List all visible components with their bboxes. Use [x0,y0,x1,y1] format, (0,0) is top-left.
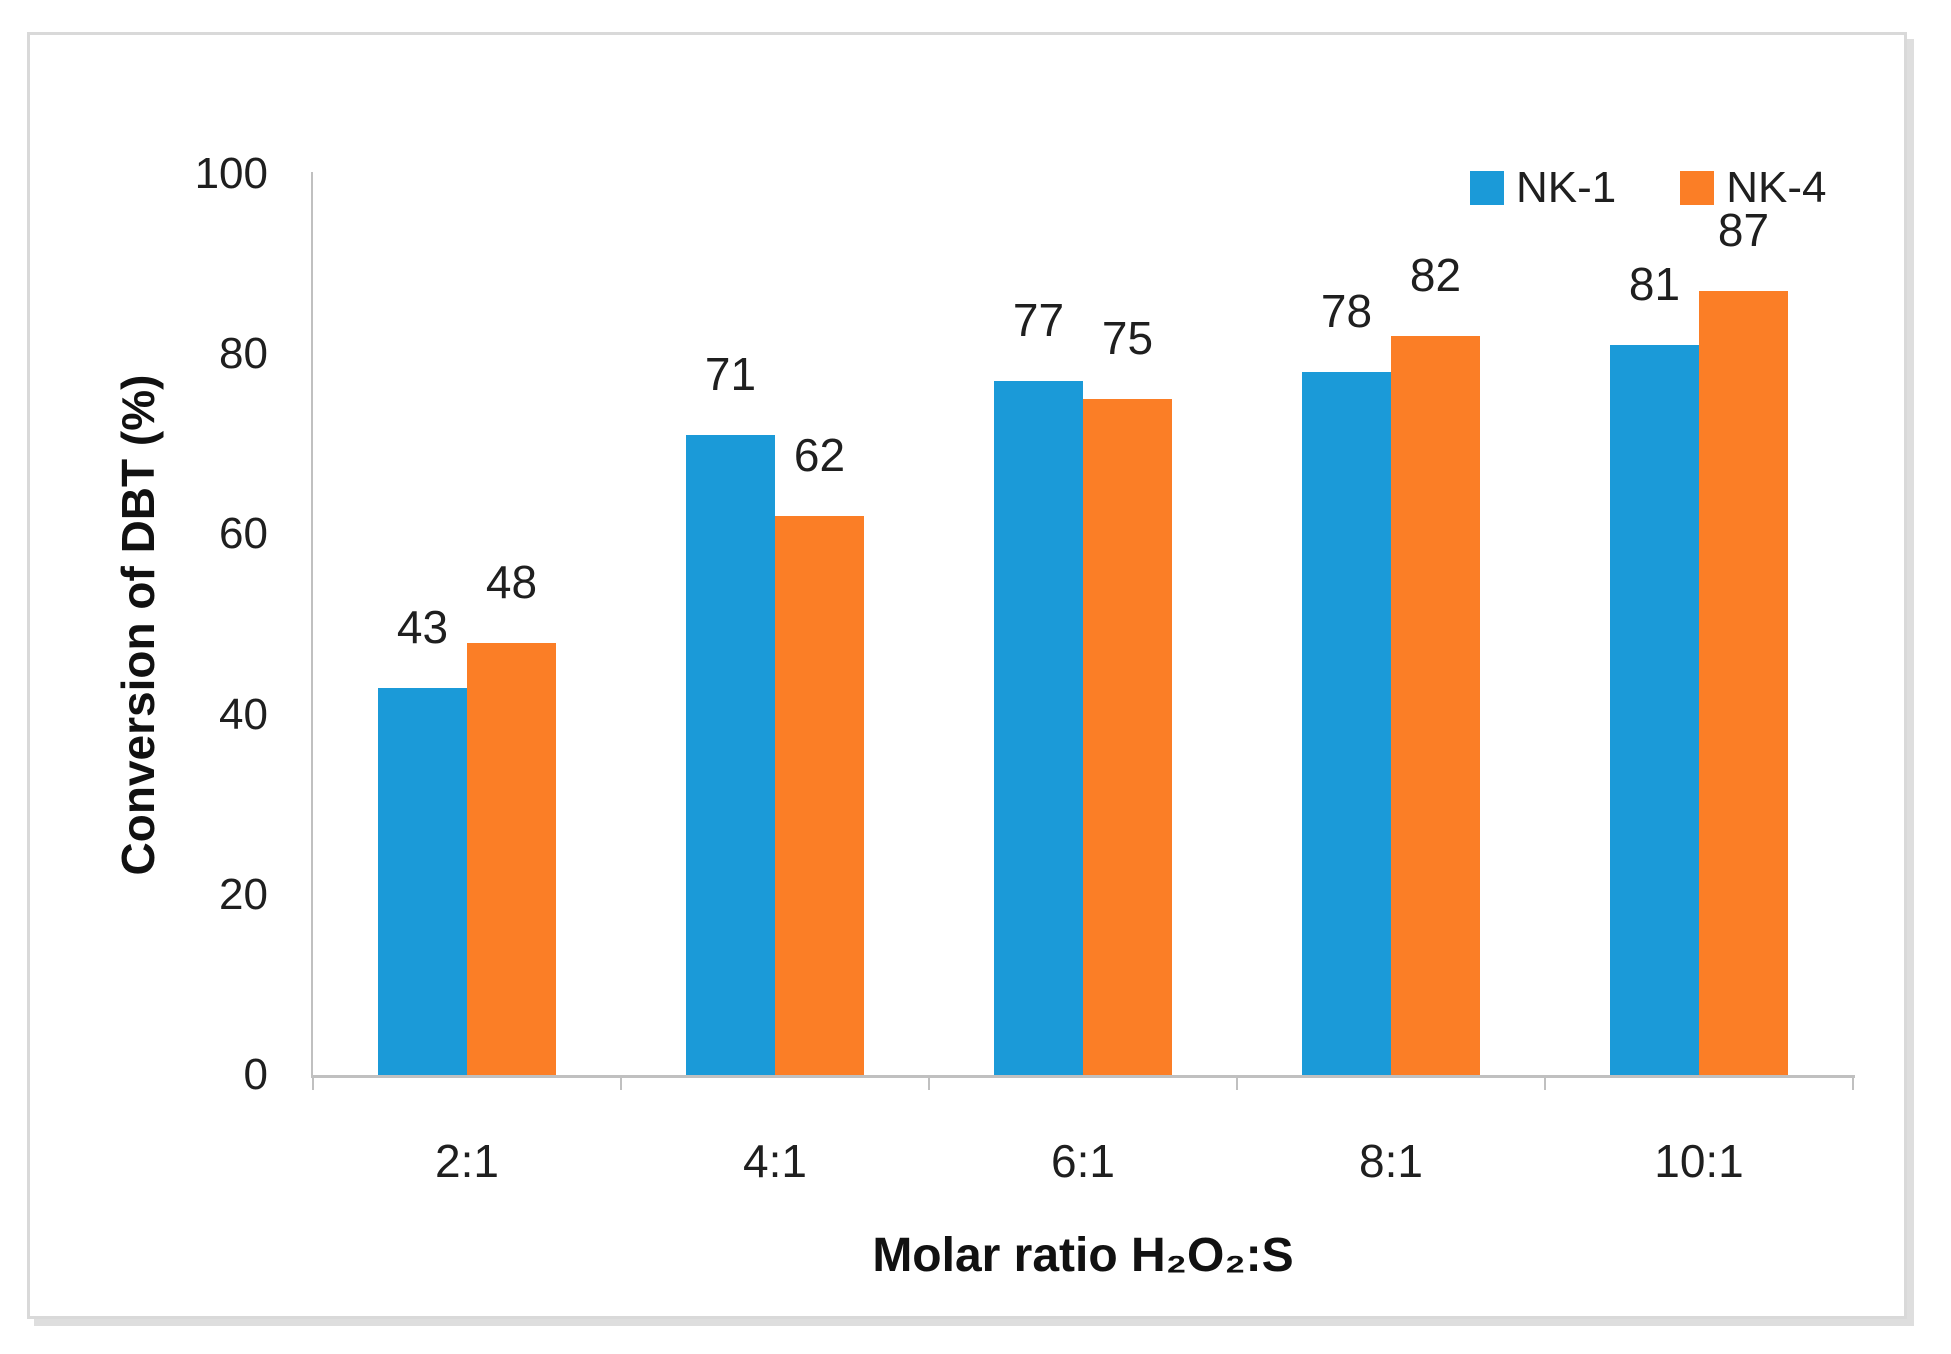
y-tick-label: 40 [219,689,268,739]
bar-value-label: 62 [793,429,846,481]
bar-nk-4-10:1 [1699,291,1788,1075]
bar-value-label: 43 [396,601,449,653]
y-tick-label: 80 [219,329,268,379]
x-axis-line [311,1075,1855,1078]
y-tick-label: 100 [194,149,268,198]
legend-label: NK-1 [1516,163,1617,212]
y-axis-line [311,172,313,1076]
x-tick-label: 6:1 [1051,1135,1115,1187]
bar-nk-4-4:1 [775,516,864,1075]
legend-swatch-icon [1470,171,1504,205]
bar-nk-4-8:1 [1391,336,1480,1075]
x-tick-mark [1544,1077,1546,1090]
bar-value-label: 75 [1101,312,1154,364]
x-tick-mark [1236,1077,1238,1090]
legend-swatch-icon [1680,171,1715,205]
bar-value-label: 48 [485,556,538,608]
bar-nk-1-2:1 [378,688,467,1075]
chart-legend: NK-1 NK-4 [1470,166,1827,210]
bar-nk-1-8:1 [1302,372,1391,1075]
x-axis-title: Molar ratio H₂O₂:S [872,1229,1294,1282]
x-tick-label: 2:1 [435,1135,499,1187]
bar-nk-4-6:1 [1083,399,1172,1075]
x-tick-mark [620,1077,622,1090]
x-tick-mark [312,1077,314,1090]
y-tick-label: 60 [219,509,268,559]
x-tick-mark [928,1077,930,1090]
bar-value-label: 87 [1717,204,1770,256]
x-tick-label: 8:1 [1359,1135,1423,1187]
legend-item-nk-1: NK-1 [1470,166,1616,210]
legend-item-nk-4: NK-4 [1680,163,1827,212]
x-tick-mark [1852,1077,1854,1090]
figure-border-frame [27,32,1907,1319]
bar-value-label: 78 [1320,285,1373,337]
y-tick-label: 0 [243,1050,268,1099]
bar-value-label: 81 [1628,258,1681,310]
bar-nk-1-6:1 [994,381,1083,1075]
y-axis-title: Conversion of DBT (%) [112,374,164,876]
bar-nk-4-2:1 [467,643,556,1075]
bar-value-label: 71 [704,348,757,400]
bar-nk-1-10:1 [1610,345,1699,1075]
x-tick-label: 10:1 [1654,1135,1744,1187]
bar-value-label: 82 [1409,249,1462,301]
legend-label: NK-4 [1726,163,1827,212]
y-tick-label: 20 [219,869,268,919]
bar-value-label: 77 [1012,294,1065,346]
x-tick-label: 4:1 [743,1135,807,1187]
bar-nk-1-4:1 [686,435,775,1075]
